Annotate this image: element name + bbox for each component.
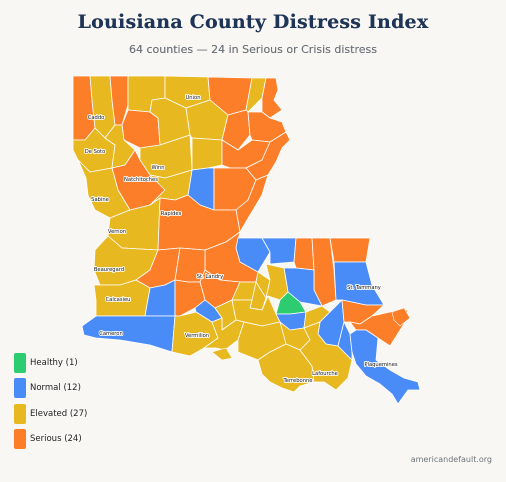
map-subtitle-overlay: 64 counties — 24 in Serious or Crisis di…	[129, 43, 377, 56]
parish-east-carroll[interactable]	[261, 77, 283, 119]
map-subtitle: 64 counties — 24 in Serious or Crisis di…	[129, 43, 377, 56]
legend-label-healthy: Healthy (1)	[30, 357, 78, 368]
label-vernon: Vernon	[108, 229, 126, 235]
parish-concordia[interactable]	[235, 174, 269, 233]
map-legend: Healthy (1) Normal (12) Elevated (27) Se…	[14, 350, 87, 452]
label-de-soto: De Soto	[85, 149, 106, 155]
label-vermilion: Vermilion	[185, 333, 209, 339]
legend-item-normal[interactable]: Normal (12)	[14, 376, 87, 402]
parish-east-baton-rouge[interactable]	[265, 263, 289, 301]
legend-item-healthy[interactable]: Healthy (1)	[14, 350, 87, 376]
legend-item-serious[interactable]: Serious (24)	[14, 427, 87, 453]
label-sabine: Sabine	[91, 197, 109, 203]
label-terrebonne: Terrebonne	[283, 378, 313, 384]
label-winn: Winn	[151, 165, 164, 171]
label-natchitoches: Natchitoches	[124, 177, 158, 183]
label-calcasieu: Calcasieu	[106, 297, 131, 303]
parish-island-marsh	[211, 347, 233, 361]
label-st-landry: St. Landry	[197, 274, 223, 280]
parish-east-feliciana[interactable]	[261, 237, 297, 265]
legend-label-serious: Serious (24)	[30, 434, 82, 445]
parish-terrebonne[interactable]	[257, 343, 315, 393]
legend-label-elevated: Elevated (27)	[30, 408, 88, 419]
map-title-overlay: Louisiana County Distress Index	[77, 11, 429, 33]
parish-st-tammany[interactable]	[333, 261, 385, 306]
label-cameron: Cameron	[99, 331, 123, 337]
parish-tensas[interactable]	[245, 131, 291, 181]
label-beauregard: Beauregard	[94, 267, 124, 273]
parish-caldwell[interactable]	[191, 137, 223, 171]
label-plaquemines: Plaquemines	[364, 362, 397, 368]
source-credit: americandefault.org	[410, 455, 492, 464]
legend-swatch-healthy	[14, 352, 26, 373]
map-title: Louisiana County Distress Index	[77, 11, 429, 33]
parish-st-helena[interactable]	[293, 237, 315, 271]
parish-plaquemines[interactable]	[349, 329, 421, 405]
label-caddo: Caddo	[88, 115, 105, 121]
legend-swatch-elevated	[14, 403, 26, 424]
parish-lake-borgne-islands	[391, 307, 411, 327]
legend-label-normal: Normal (12)	[30, 383, 81, 394]
label-union: Union	[186, 95, 201, 101]
legend-item-elevated[interactable]: Elevated (27)	[14, 401, 87, 427]
parish-washington[interactable]	[329, 237, 371, 263]
legend-swatch-serious	[14, 429, 26, 450]
label-st-tammany: St. Tammany	[347, 285, 381, 291]
parish-cameron[interactable]	[81, 315, 176, 353]
label-rapides: Rapides	[161, 211, 182, 217]
legend-swatch-normal	[14, 378, 26, 399]
label-lafourche: Lafourche	[312, 371, 338, 377]
parish-west-carroll[interactable]	[245, 77, 267, 113]
